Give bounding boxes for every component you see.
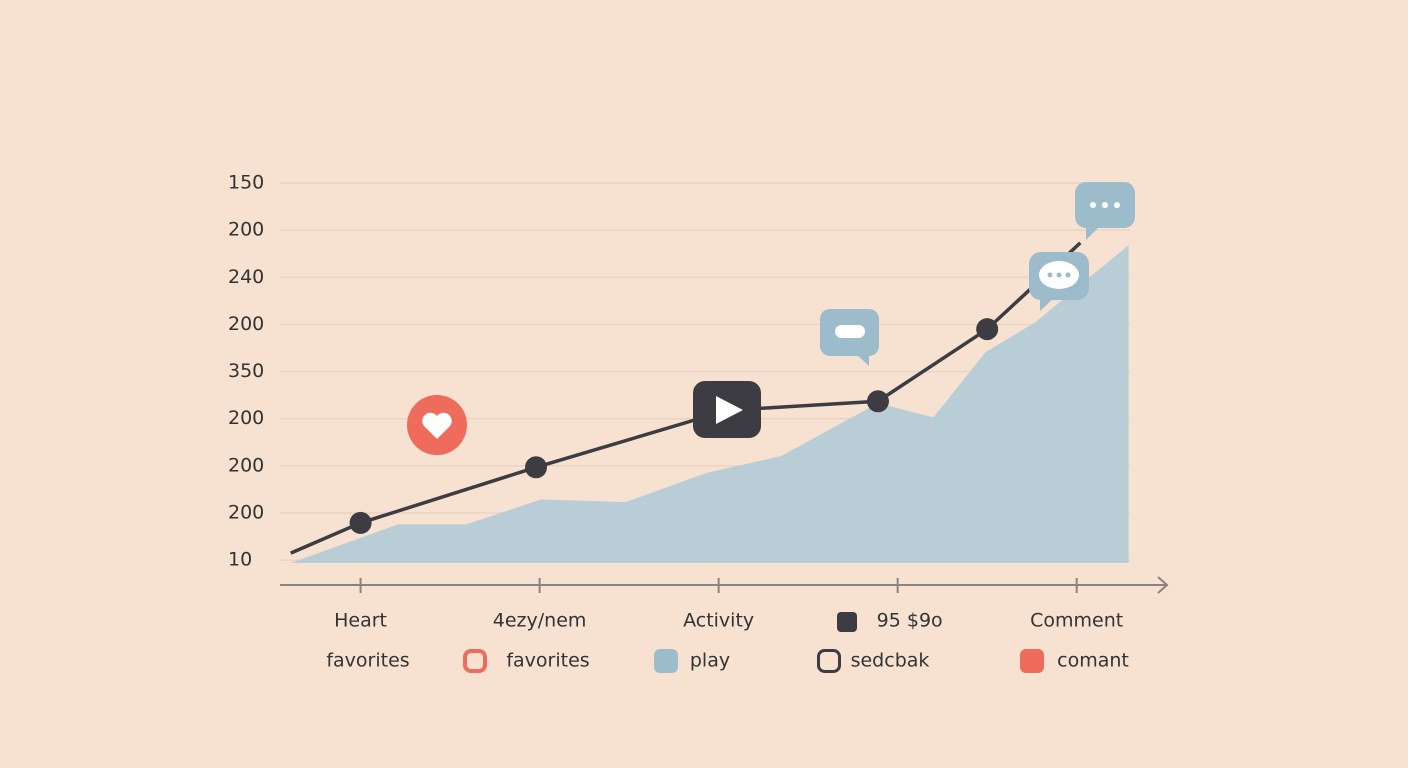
y-tick-label: 240	[228, 266, 264, 288]
dot	[1102, 202, 1108, 208]
legend-marker	[654, 649, 678, 673]
x-tick-label: Heart	[334, 610, 387, 632]
y-tick-label: 200	[228, 407, 264, 429]
icons	[407, 182, 1135, 632]
y-tick-label: 150	[228, 172, 264, 194]
bubble-tail	[1086, 226, 1100, 240]
dot	[1065, 272, 1071, 278]
x-tick-label: Activity	[683, 610, 754, 632]
legend-label: sedcbak	[851, 650, 930, 672]
label-icon	[837, 612, 857, 632]
point	[349, 511, 372, 534]
legend-label: comant	[1057, 650, 1129, 672]
legend-marker	[463, 649, 487, 673]
y-tick-label: 350	[228, 360, 264, 382]
bubble-tail	[1040, 298, 1054, 311]
y-tick-label: 200	[228, 219, 264, 241]
legend-label: favorites	[326, 650, 409, 672]
legend-marker	[1020, 649, 1044, 673]
point	[976, 318, 999, 341]
bubble-bar	[835, 325, 865, 338]
y-tick-label: 200	[228, 313, 264, 335]
x-tick-label: 4ezy/nem	[493, 610, 587, 632]
dot	[1114, 202, 1120, 208]
y-tick-label: 200	[228, 502, 264, 524]
play-shape	[716, 396, 743, 424]
point	[525, 456, 548, 479]
legend-label: play	[690, 650, 730, 672]
x-tick-label: Comment	[1030, 610, 1123, 632]
dot	[1090, 202, 1096, 208]
y-tick-label: 200	[228, 454, 264, 476]
legend-marker	[817, 649, 841, 673]
y-tick-label: 10	[228, 549, 252, 571]
area	[290, 245, 1129, 563]
legend-label: favorites	[506, 650, 589, 672]
heart-shape	[422, 412, 452, 439]
dot	[1047, 272, 1053, 278]
point	[866, 390, 889, 413]
x-axis-arrow	[1157, 576, 1169, 594]
dot	[1056, 272, 1062, 278]
bubble-tail	[856, 354, 869, 366]
x-tick-label: 95 $9o	[877, 610, 943, 632]
